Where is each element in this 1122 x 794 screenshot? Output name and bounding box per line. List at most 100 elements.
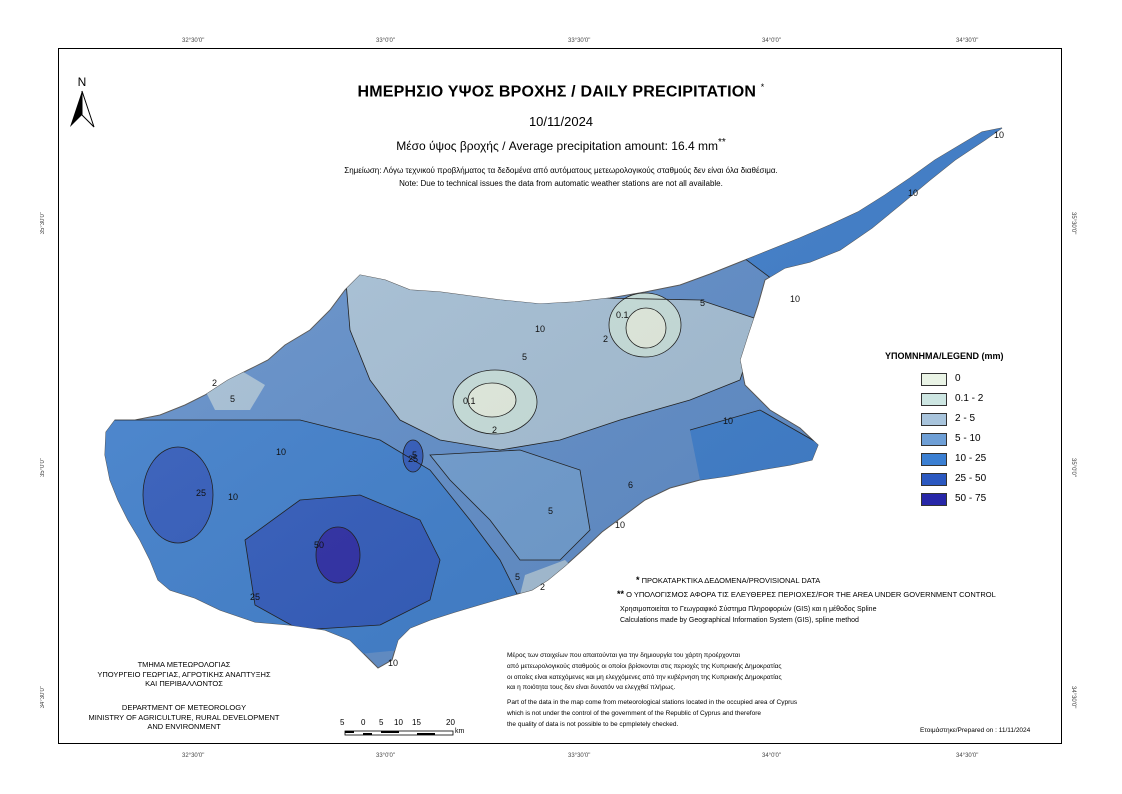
map-title: ΗΜΕΡΗΣΙΟ ΥΨΟΣ ΒΡΟΧΗΣ / DAILY PRECIPITATI… bbox=[0, 82, 1122, 101]
prepared-date: Ετοιμάστηκε/Prepared on : 11/11/2024 bbox=[920, 727, 1031, 734]
note-line: which is not under the control of the go… bbox=[507, 709, 762, 717]
contour-label: 5 bbox=[412, 450, 417, 460]
legend-label: 25 - 50 bbox=[955, 473, 987, 484]
contour-label: 0.1 bbox=[463, 396, 476, 406]
note-english: Note: Due to technical issues the data f… bbox=[399, 179, 723, 188]
legend-swatch bbox=[921, 373, 947, 386]
contour-label: 10 bbox=[615, 520, 625, 530]
org-line: DEPARTMENT OF METEOROLOGY bbox=[121, 703, 247, 712]
org-line: ΚΑΙ ΠΕΡΙΒΑΛΛΟΝΤΟΣ bbox=[145, 679, 223, 688]
average-precipitation: Μέσο ύψος βροχής / Average precipitation… bbox=[0, 137, 1122, 153]
footnote-government: ** Ο ΥΠΟΛΟΓΙΣΜΟΣ ΑΦΟΡΑ ΤΙΣ ΕΛΕΥΘΕΡΕΣ ΠΕΡ… bbox=[617, 589, 996, 599]
contour-label: 5 bbox=[230, 394, 235, 404]
contour-label: 10 bbox=[994, 130, 1004, 140]
contour-label: 5 bbox=[515, 572, 520, 582]
title-mark: * bbox=[760, 82, 765, 92]
contour-label: 10 bbox=[908, 188, 918, 198]
footnote-mark: * bbox=[636, 575, 640, 585]
contour-label: 10 bbox=[723, 416, 733, 426]
legend-label: 10 - 25 bbox=[955, 453, 987, 464]
legend-title: ΥΠΟΜΝΗΜΑ/LEGEND (mm) bbox=[885, 351, 1004, 361]
footnote-provisional: * ΠΡΟΚΑΤΑΡΚΤΙΚΑ ΔΕΔΟΜΕΝΑ/PROVISIONAL DAT… bbox=[636, 575, 820, 585]
data-notes: Μέρος των στοιχείων που απαιτούνται για … bbox=[507, 651, 927, 731]
organisation-greek: ΤΜΗΜΑ ΜΕΤΕΩΡΟΛΟΓΙΑΣ ΥΠΟΥΡΓΕΙΟ ΓΕΩΡΓΙΑΣ, … bbox=[64, 660, 304, 689]
note-greek: Σημείωση: Λόγω τεχνικού προβλήματος τα δ… bbox=[344, 166, 778, 175]
north-arrow-icon bbox=[70, 90, 95, 128]
contour-label: 50 bbox=[314, 540, 324, 550]
note-line: από μετεωρολογικούς σταθμούς οι οποίοι β… bbox=[507, 662, 782, 670]
north-label: N bbox=[77, 75, 87, 89]
contour-label: 5 bbox=[522, 352, 527, 362]
contour-label: 5 bbox=[548, 506, 553, 516]
coord-label: 34°30'0" bbox=[956, 38, 979, 44]
scale-label: 5 bbox=[340, 718, 345, 727]
legend-label: 2 - 5 bbox=[955, 413, 976, 424]
average-mark: ** bbox=[717, 137, 726, 148]
contour-label-group: 10 5 2 0.1 2 0.1 5 10 10 5 2 10 25 10 25… bbox=[196, 130, 1004, 668]
contour-label: 0.1 bbox=[616, 310, 629, 320]
contour-label: 2 bbox=[492, 425, 497, 435]
contour-label: 10 bbox=[228, 492, 238, 502]
note-line: οι οποίες είναι κατεχόμενες και μη ελεγχ… bbox=[507, 673, 782, 681]
coord-label: 34°0'0" bbox=[762, 753, 782, 759]
footnote-text: ΠΡΟΚΑΤΑΡΚΤΙΚΑ ΔΕΔΟΜΕΝΑ/PROVISIONAL DATA bbox=[641, 576, 821, 585]
coord-label: 33°30'0" bbox=[568, 38, 591, 44]
coord-label: 34°0'0" bbox=[762, 38, 782, 44]
north-arrow: N bbox=[68, 75, 96, 134]
legend-swatch bbox=[921, 393, 947, 406]
legend-swatch bbox=[921, 473, 947, 486]
footnote-text: Ο ΥΠΟΛΟΓΙΣΜΟΣ ΑΦΟΡΑ ΤΙΣ ΕΛΕΥΘΕΡΕΣ ΠΕΡΙΟΧ… bbox=[626, 590, 996, 599]
contour-label: 10 bbox=[388, 658, 398, 668]
footnote-mark: ** bbox=[617, 589, 625, 599]
org-line: ΤΜΗΜΑ ΜΕΤΕΩΡΟΛΟΓΙΑΣ bbox=[137, 660, 231, 669]
coord-label: 33°30'0" bbox=[568, 753, 591, 759]
note-line: Part of the data in the map come from me… bbox=[507, 699, 798, 707]
org-line: ΥΠΟΥΡΓΕΙΟ ΓΕΩΡΓΙΑΣ, ΑΓΡΟΤΙΚΗΣ ΑΝΑΠΤΥΞΗΣ bbox=[97, 669, 271, 679]
scale-label: 20 bbox=[446, 718, 455, 727]
organisation-english: DEPARTMENT OF METEOROLOGY MINISTRY OF AG… bbox=[64, 703, 304, 732]
coord-label: 33°0'0" bbox=[376, 753, 396, 759]
scale-label: 15 bbox=[412, 718, 421, 727]
coord-label: 34°30'0" bbox=[956, 753, 979, 759]
contour-label: 5 bbox=[700, 298, 705, 308]
footnote-gis-greek: Χρησιμοποιείται το Γεωγραφικό Σύστημα Πλ… bbox=[620, 606, 877, 613]
coord-label: 35°0'0" bbox=[1070, 458, 1076, 478]
contour-label: 2 bbox=[603, 334, 608, 344]
contour-label: 2 bbox=[212, 378, 217, 388]
average-text: Μέσο ύψος βροχής / Average precipitation… bbox=[396, 139, 718, 153]
contour-label: 25 bbox=[196, 488, 206, 498]
coord-label: 34°30'0" bbox=[1070, 686, 1076, 709]
note-line: και η ποιότητα τους δεν είναι δυνατόν να… bbox=[507, 684, 676, 692]
contour-label: 10 bbox=[276, 447, 286, 457]
scale-unit: km bbox=[455, 728, 465, 735]
note-line: the quality of data is not possible to b… bbox=[507, 720, 679, 728]
org-line: MINISTRY OF AGRICULTURE, RURAL DEVELOPME… bbox=[88, 712, 280, 722]
legend-label: 50 - 75 bbox=[955, 493, 987, 504]
org-line: AND ENVIRONMENT bbox=[147, 722, 221, 731]
contour-label: 2 bbox=[540, 582, 545, 592]
coord-label: 35°30'0" bbox=[1070, 212, 1076, 235]
contour-label: 10 bbox=[790, 294, 800, 304]
legend-swatch bbox=[921, 493, 947, 506]
legend-swatch bbox=[921, 453, 947, 466]
map-title-text: ΗΜΕΡΗΣΙΟ ΥΨΟΣ ΒΡΟΧΗΣ / DAILY PRECIPITATI… bbox=[357, 83, 757, 101]
coord-label: 32°30'0" bbox=[182, 38, 205, 44]
coord-label: 32°30'0" bbox=[182, 753, 205, 759]
contour-label: 10 bbox=[535, 324, 545, 334]
map-date: 10/11/2024 bbox=[528, 114, 594, 129]
contour-label: 25 bbox=[408, 454, 418, 464]
scale-label: 10 bbox=[394, 718, 403, 727]
scale-label: 0 bbox=[361, 718, 366, 727]
footnote-gis-english: Calculations made by Geographical Inform… bbox=[620, 617, 859, 624]
map-frame bbox=[58, 48, 1062, 744]
coord-label: 33°0'0" bbox=[376, 38, 396, 44]
scale-label: 5 bbox=[379, 718, 384, 727]
legend-label: 5 - 10 bbox=[955, 433, 981, 444]
legend-swatch bbox=[921, 413, 947, 426]
scale-bar bbox=[344, 730, 454, 736]
legend-label: 0.1 - 2 bbox=[955, 393, 984, 404]
legend-swatch bbox=[921, 433, 947, 446]
contour-label: 25 bbox=[250, 592, 260, 602]
contour-label: 6 bbox=[628, 480, 633, 490]
